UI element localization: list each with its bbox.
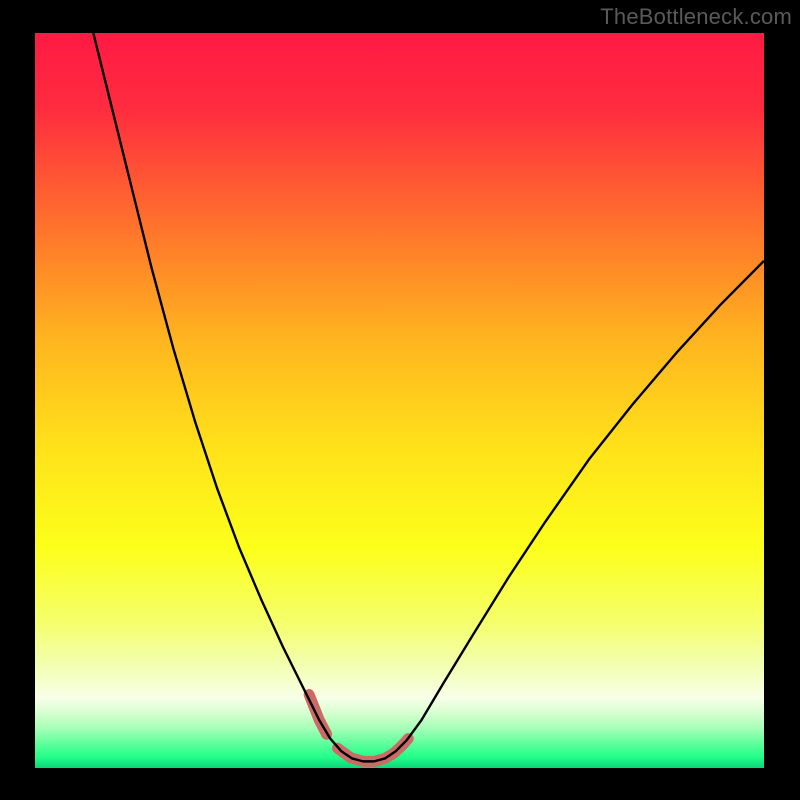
bottleneck-chart	[35, 33, 764, 768]
gradient-background	[35, 33, 764, 768]
watermark-text: TheBottleneck.com	[600, 4, 792, 30]
plot-area	[35, 33, 764, 768]
outer-frame: TheBottleneck.com	[0, 0, 800, 800]
